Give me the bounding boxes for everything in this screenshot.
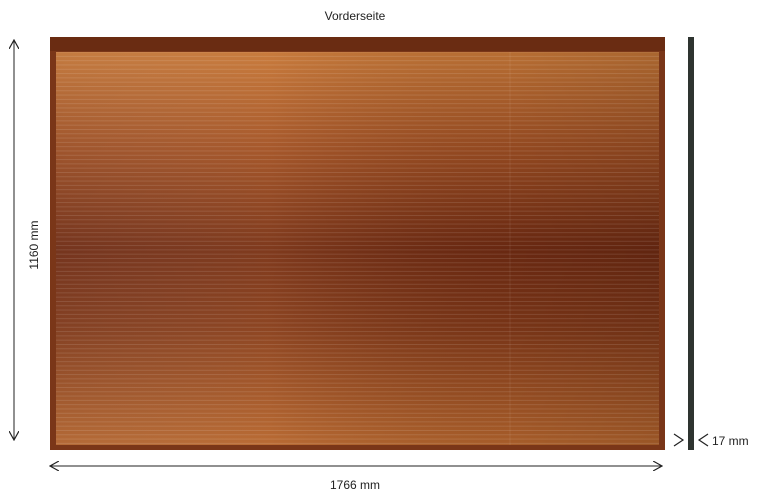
panel-top-edge (50, 37, 665, 51)
thickness-arrow-left (673, 433, 685, 447)
side-view (688, 37, 694, 450)
thickness-arrow-right (697, 433, 709, 447)
panel-cells (56, 52, 659, 445)
width-label: 1766 mm (330, 478, 380, 492)
height-label: 1160 mm (27, 220, 41, 269)
title: Vorderseite (325, 9, 386, 23)
thickness-label: 17 mm (712, 434, 749, 448)
solar-panel (50, 37, 665, 450)
